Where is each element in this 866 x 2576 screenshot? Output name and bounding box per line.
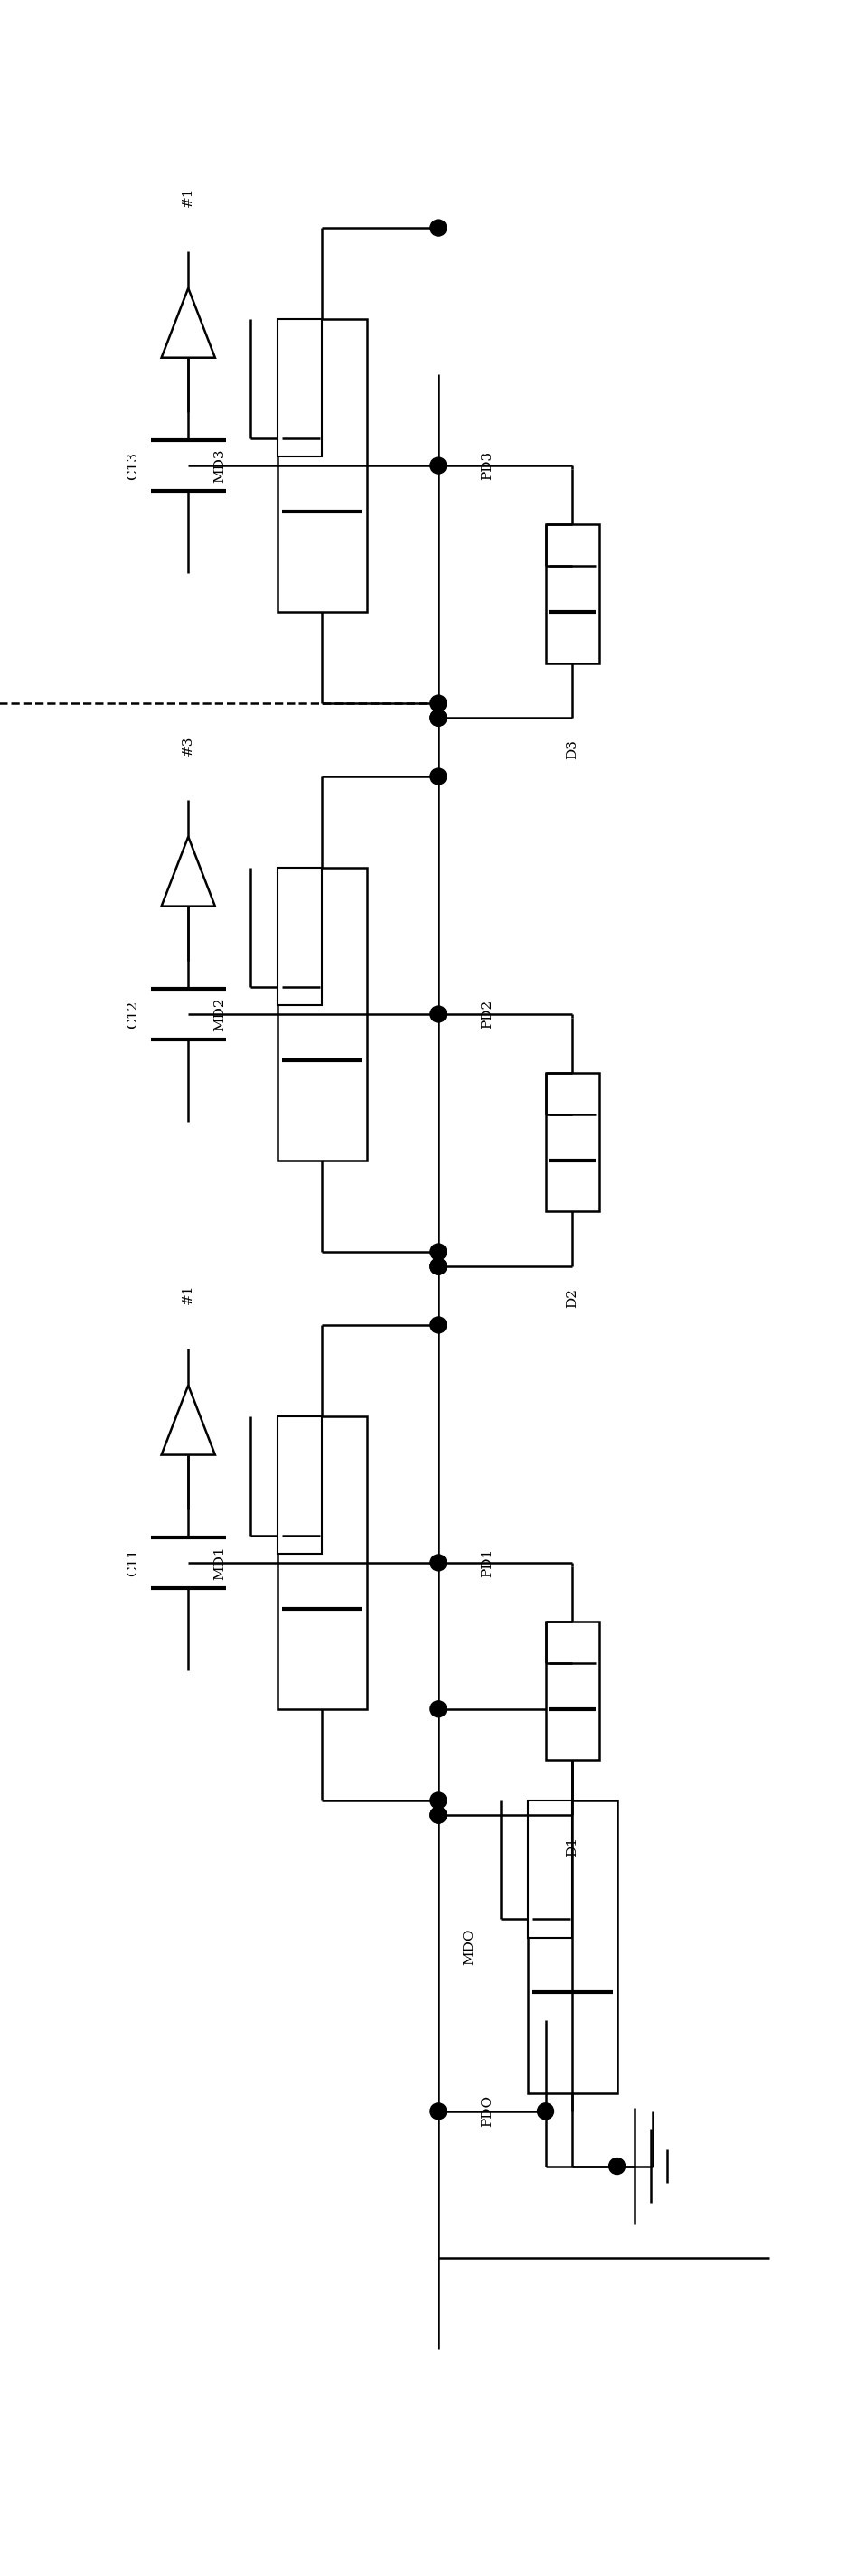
Text: #1: #1 (182, 1283, 195, 1303)
Circle shape (430, 459, 447, 474)
Text: MD2: MD2 (213, 997, 226, 1030)
Polygon shape (278, 1417, 322, 1553)
Polygon shape (278, 868, 367, 1159)
Circle shape (430, 1007, 447, 1023)
Text: MDO: MDO (463, 1929, 476, 1965)
Text: D2: D2 (566, 1288, 578, 1309)
Text: #3: #3 (182, 734, 195, 755)
Polygon shape (161, 837, 215, 907)
Text: PD2: PD2 (481, 999, 494, 1028)
Circle shape (430, 1316, 447, 1334)
Circle shape (430, 1806, 447, 1824)
Circle shape (430, 711, 447, 726)
Circle shape (609, 2159, 625, 2174)
Polygon shape (278, 1417, 367, 1708)
Circle shape (430, 1257, 447, 1275)
Text: D1: D1 (566, 1837, 578, 1857)
Circle shape (430, 1806, 447, 1824)
Text: D3: D3 (566, 739, 578, 760)
Polygon shape (161, 289, 215, 358)
Circle shape (430, 219, 447, 237)
Circle shape (430, 1257, 447, 1275)
Text: PD1: PD1 (481, 1548, 494, 1577)
Text: #1: #1 (182, 185, 195, 206)
Circle shape (430, 1553, 447, 1571)
Polygon shape (546, 1620, 599, 1759)
Polygon shape (527, 1801, 617, 2092)
Polygon shape (527, 1801, 572, 1937)
Circle shape (430, 1793, 447, 1808)
Text: C13: C13 (126, 451, 139, 479)
Polygon shape (161, 1386, 215, 1455)
Text: PD3: PD3 (481, 451, 494, 479)
Text: PDO: PDO (481, 2094, 494, 2128)
Polygon shape (278, 868, 322, 1005)
Circle shape (430, 2102, 447, 2120)
Text: MD3: MD3 (213, 448, 226, 482)
Circle shape (430, 1700, 447, 1718)
Polygon shape (546, 523, 599, 662)
Circle shape (430, 1244, 447, 1260)
Circle shape (538, 2102, 553, 2120)
Circle shape (430, 696, 447, 711)
Circle shape (430, 711, 447, 726)
Polygon shape (278, 319, 367, 613)
Polygon shape (278, 319, 322, 456)
Text: C12: C12 (126, 999, 139, 1028)
Circle shape (430, 768, 447, 786)
Polygon shape (546, 1072, 599, 1211)
Text: MD1: MD1 (213, 1546, 226, 1579)
Text: C11: C11 (126, 1548, 139, 1577)
